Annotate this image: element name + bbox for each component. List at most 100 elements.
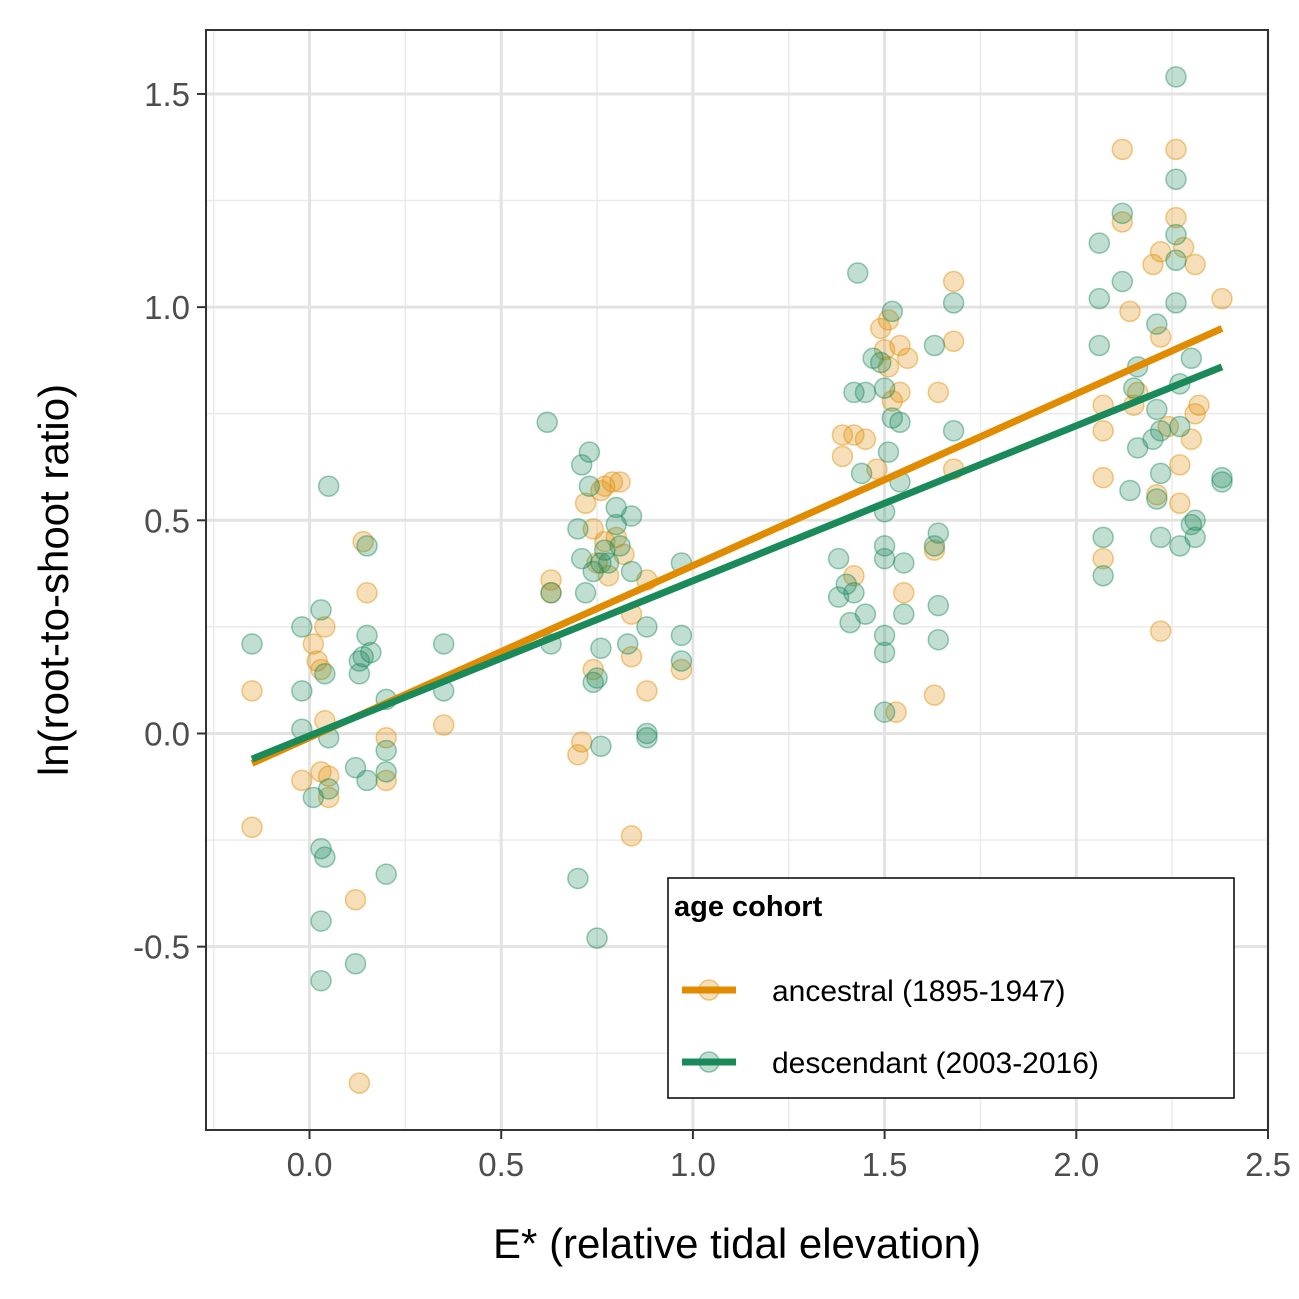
data-point-descendant <box>375 761 397 783</box>
data-point-descendant <box>923 334 946 357</box>
axes: 0.0 0.5 1.0 1.5 2.0 2.5 -0.5 0.0 0.5 1.0 1.5 <box>133 76 1291 1183</box>
data-point-descendant <box>854 603 877 625</box>
data-point-descendant <box>1165 292 1187 314</box>
data-point-descendant <box>586 927 608 949</box>
data-point-descendant <box>620 505 643 527</box>
data-point-ancestral <box>570 731 593 753</box>
x-tick-label: 1.0 <box>670 1146 716 1183</box>
data-point-ancestral <box>291 769 313 792</box>
data-point-ancestral <box>942 330 965 352</box>
data-point-ancestral <box>432 714 455 736</box>
data-point-descendant <box>317 475 340 497</box>
data-point-descendant <box>835 573 858 596</box>
data-point-ancestral <box>375 769 397 792</box>
data-point-ancestral <box>601 471 624 493</box>
data-point-descendant <box>352 645 374 668</box>
data-point-descendant <box>873 701 896 723</box>
data-point-ancestral <box>843 424 865 446</box>
data-point-ancestral <box>593 475 616 497</box>
data-point-ancestral <box>1142 253 1164 276</box>
data-point-ancestral <box>609 471 631 493</box>
data-point-descendant <box>843 381 865 404</box>
data-point-ancestral <box>896 347 919 370</box>
data-point-descendant <box>593 539 616 561</box>
x-axis-title: E* (relative tidal elevation) <box>493 1220 981 1267</box>
data-point-descendant <box>1111 202 1134 225</box>
data-point-descendant <box>310 970 332 992</box>
data-point-descendant <box>241 633 263 655</box>
data-point-ancestral <box>889 381 911 404</box>
data-point-ancestral <box>1146 483 1168 506</box>
data-point-descendant <box>356 624 378 647</box>
data-point-ancestral <box>317 786 340 809</box>
data-point-descendant <box>582 560 604 583</box>
data-point-descendant <box>586 667 608 689</box>
data-point-ancestral <box>620 825 643 847</box>
data-point-descendant <box>942 292 965 314</box>
data-point-descendant <box>1165 66 1187 88</box>
data-point-descendant <box>1088 287 1111 310</box>
data-point-ancestral <box>1211 287 1233 310</box>
data-point-ancestral <box>873 339 896 361</box>
data-point-descendant <box>620 560 643 583</box>
data-point-ancestral <box>1111 138 1134 161</box>
data-point-ancestral <box>877 356 900 378</box>
data-point-descendant <box>605 513 627 536</box>
data-point-descendant <box>310 910 332 932</box>
data-point-descendant <box>609 535 631 557</box>
data-point-descendant <box>1165 168 1187 190</box>
data-point-ancestral <box>831 445 854 468</box>
data-point-descendant <box>314 663 336 685</box>
data-point-descendant <box>1169 415 1191 438</box>
x-tick-label: 2.5 <box>1245 1146 1291 1183</box>
data-point-descendant <box>893 552 915 574</box>
legend-items: ancestral (1895-1947) descendant (2003-20… <box>682 975 1099 1080</box>
data-point-ancestral <box>1149 326 1172 348</box>
data-point-ancestral <box>590 479 612 502</box>
data-point-descendant <box>636 616 658 638</box>
data-point-descendant <box>570 454 593 476</box>
x-tick-label: 0.5 <box>478 1146 524 1183</box>
data-point-descendant <box>590 552 612 574</box>
data-point-ancestral <box>613 543 635 566</box>
data-point-ancestral <box>344 889 367 911</box>
data-point-ancestral <box>1180 428 1203 451</box>
data-point-descendant <box>881 407 904 429</box>
data-point-ancestral <box>923 684 946 706</box>
data-point-descendant <box>873 377 896 399</box>
data-point-ancestral <box>1172 236 1195 259</box>
legend-label: descendant (2003-2016) <box>772 1047 1099 1080</box>
data-point-ancestral <box>1149 620 1172 642</box>
data-point-ancestral <box>1092 420 1114 442</box>
data-point-ancestral <box>241 680 263 702</box>
data-point-descendant <box>827 586 850 608</box>
data-point-ancestral <box>843 564 865 587</box>
data-point-descendant <box>670 624 693 647</box>
data-point-descendant <box>843 582 865 604</box>
data-point-descendant <box>605 496 627 519</box>
data-point-ancestral <box>302 633 325 655</box>
data-point-ancestral <box>831 424 854 446</box>
data-point-descendant <box>348 663 371 685</box>
data-point-ancestral <box>574 492 597 515</box>
data-point-descendant <box>1146 398 1168 421</box>
x-tick-label: 2.0 <box>1053 1146 1099 1183</box>
data-point-descendant <box>827 547 850 570</box>
data-point-descendant <box>578 475 601 497</box>
data-point-descendant <box>942 420 965 442</box>
data-point-descendant <box>636 727 658 749</box>
data-point-ancestral <box>352 530 374 553</box>
data-point-ancestral <box>582 658 604 681</box>
data-point-descendant <box>873 535 896 557</box>
data-point-ancestral <box>586 552 608 574</box>
data-point-ancestral <box>310 761 332 783</box>
legend-title: age cohort <box>674 891 823 923</box>
data-point-ancestral <box>1169 492 1191 515</box>
data-point-descendant <box>877 441 900 463</box>
data-point-ancestral <box>1119 300 1141 323</box>
data-point-descendant <box>590 637 612 659</box>
data-point-descendant <box>356 535 378 557</box>
data-point-ancestral <box>942 270 965 293</box>
legend-label: ancestral (1895-1947) <box>772 975 1066 1008</box>
